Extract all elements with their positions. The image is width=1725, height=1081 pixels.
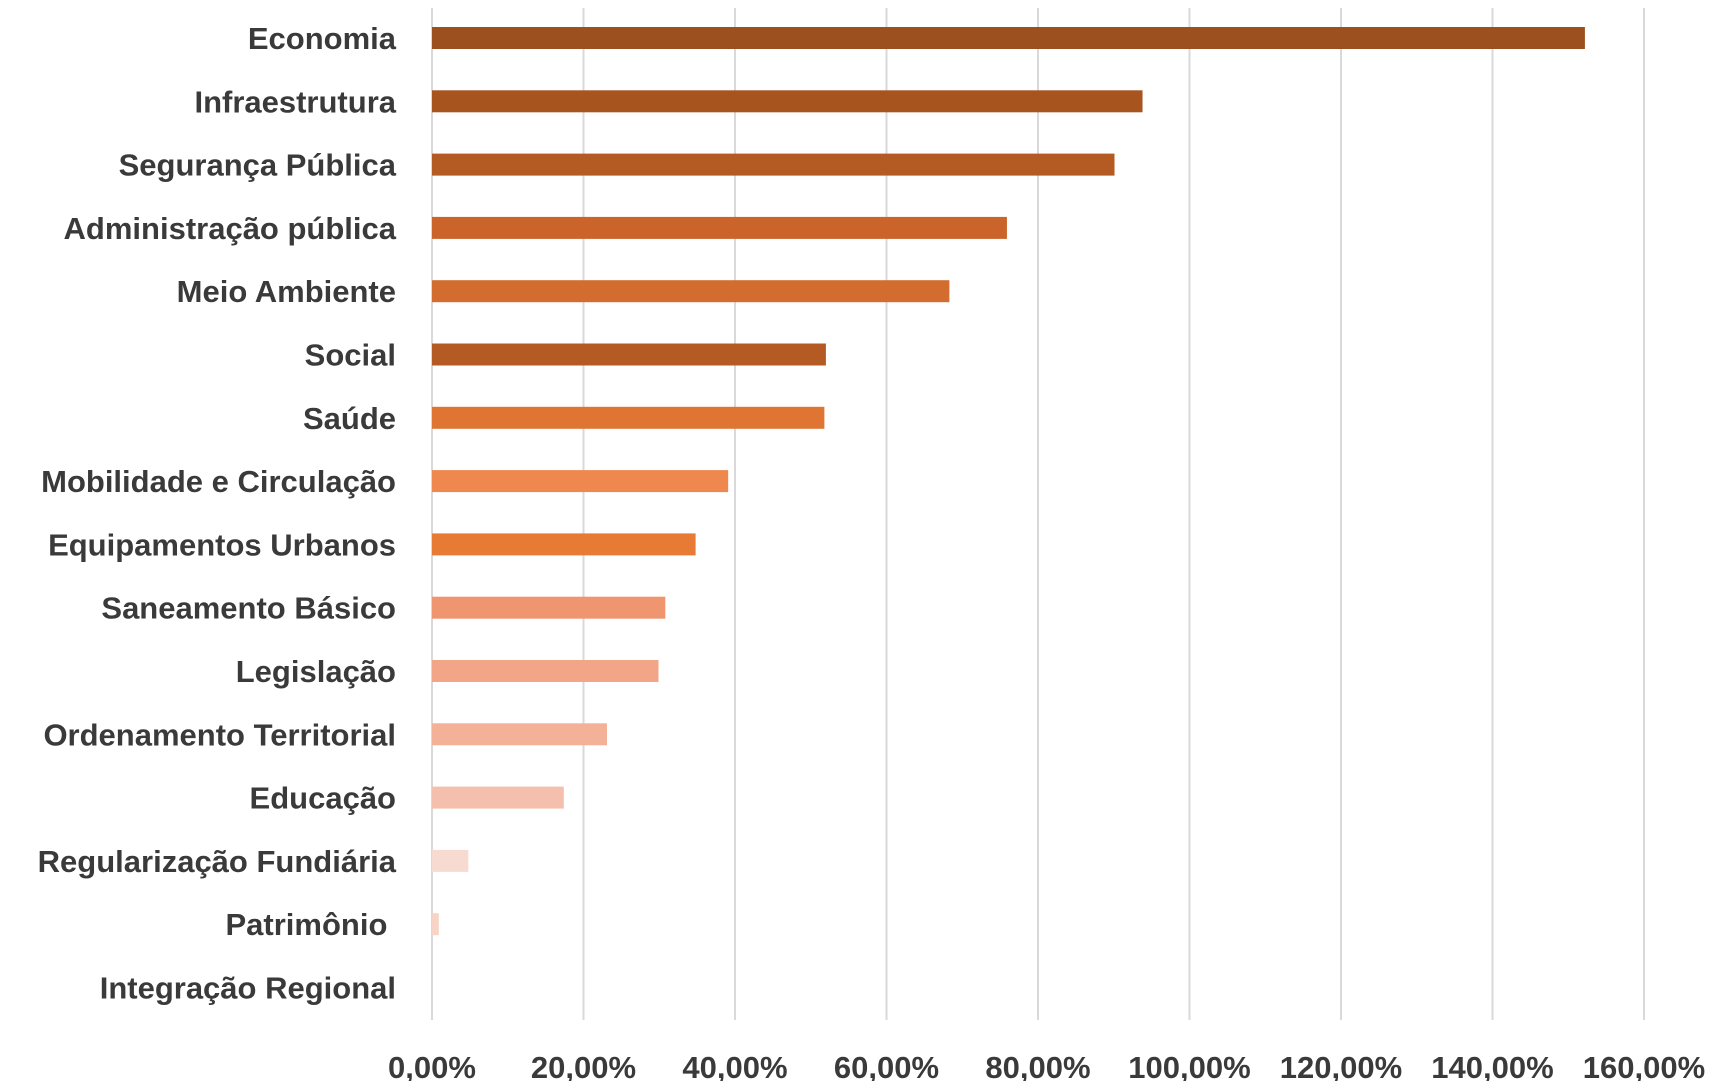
category-label: Infraestrutura [194, 84, 396, 119]
x-tick-label: 160,00% [1583, 1050, 1705, 1081]
bar [432, 913, 439, 935]
category-label: Equipamentos Urbanos [48, 527, 396, 562]
category-label: Administração pública [64, 211, 397, 246]
bars [432, 27, 1585, 935]
x-tick-label: 20,00% [531, 1050, 636, 1081]
bar [432, 344, 826, 366]
category-label: Saneamento Básico [101, 591, 396, 626]
category-label: Segurança Pública [119, 148, 397, 183]
bar [432, 660, 658, 682]
x-tick-label: 0,00% [388, 1050, 476, 1081]
x-tick-label: 80,00% [985, 1050, 1090, 1081]
x-tick-label: 40,00% [682, 1050, 787, 1081]
bar [432, 533, 696, 555]
x-tick-label: 60,00% [834, 1050, 939, 1081]
category-label: Mobilidade e Circulação [41, 464, 396, 499]
bar [432, 723, 607, 745]
bar [432, 27, 1585, 49]
x-tick-label: 120,00% [1280, 1050, 1402, 1081]
category-label: Integração Regional [100, 971, 396, 1006]
bar [432, 407, 824, 429]
bar [432, 154, 1115, 176]
category-label: Patrimônio [225, 907, 396, 942]
bar [432, 470, 728, 492]
category-label: Legislação [236, 654, 396, 689]
category-label: Meio Ambiente [177, 274, 396, 309]
bar [432, 280, 949, 302]
x-tick-labels: 0,00% 20,00% 40,00% 60,00% 80,00% 100,00% 120,… [388, 1050, 1705, 1081]
category-label: Ordenamento Territorial [43, 717, 396, 752]
x-tick-label: 100,00% [1128, 1050, 1250, 1081]
category-label: Saúde [303, 401, 396, 436]
bar [432, 217, 1007, 239]
bar [432, 90, 1143, 112]
category-label: Social [305, 338, 396, 373]
bar [432, 850, 468, 872]
category-label: Regularização Fundiária [38, 844, 397, 879]
bar [432, 787, 564, 809]
category-label: Educação [250, 781, 396, 816]
category-label: Economia [248, 21, 397, 56]
category-labels: Economia Infraestrutura Segurança Pública A… [38, 21, 397, 1006]
bar [432, 597, 665, 619]
x-tick-label: 140,00% [1431, 1050, 1553, 1081]
